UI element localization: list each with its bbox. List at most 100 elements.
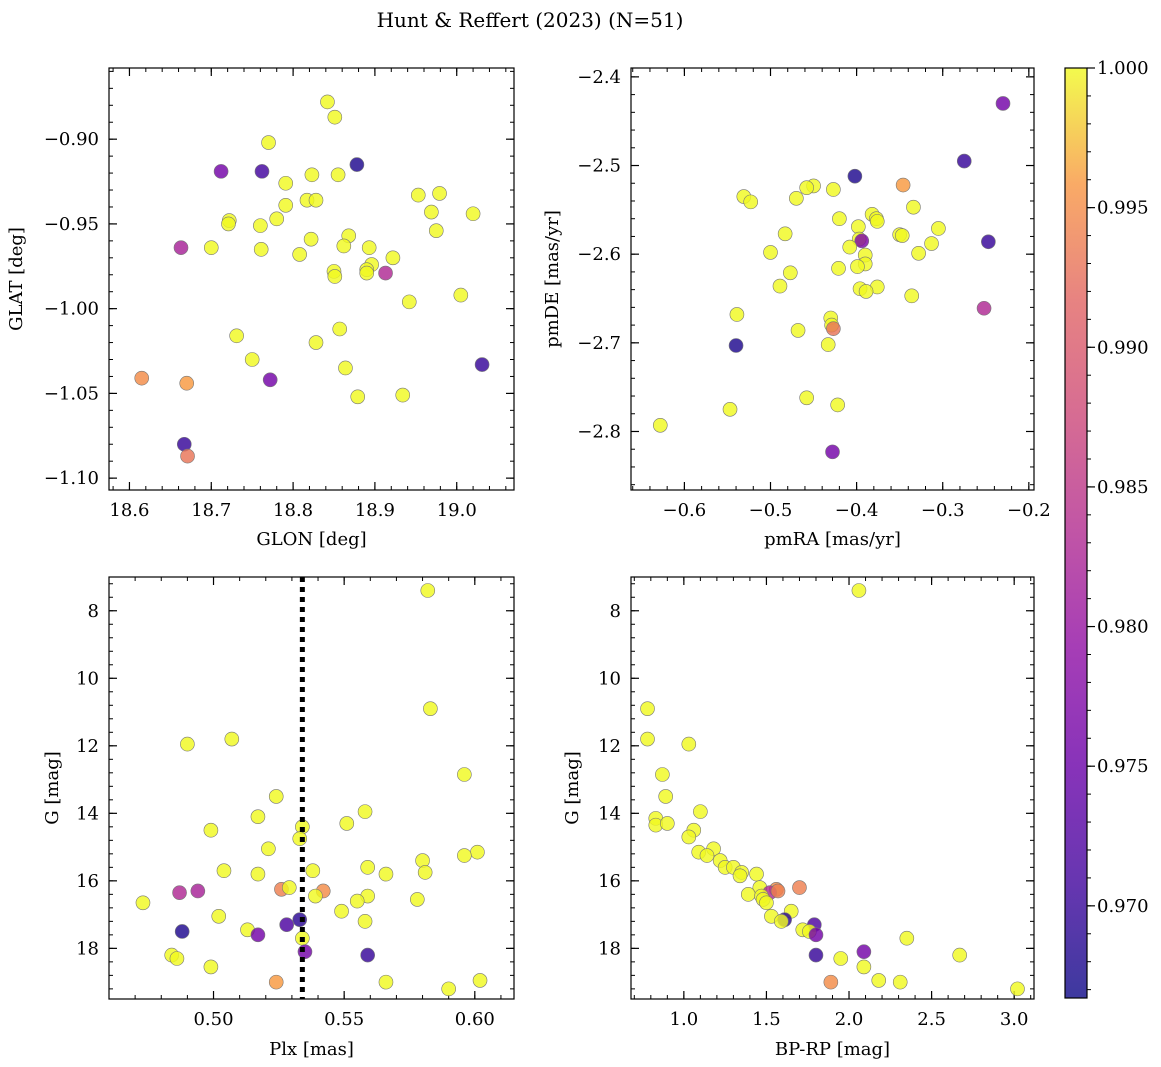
data-point — [825, 444, 840, 460]
data-point — [172, 885, 187, 900]
data-point — [350, 389, 366, 405]
data-point — [763, 245, 778, 260]
x-tick-label: 0.60 — [455, 1009, 495, 1030]
data-point — [269, 211, 285, 227]
colorbar-tick-label: 0.985 — [1097, 477, 1149, 498]
data-point — [308, 192, 324, 208]
data-point — [856, 944, 872, 960]
x-axis-label: GLON [deg] — [256, 529, 366, 550]
data-point — [854, 233, 870, 249]
data-point — [268, 789, 284, 804]
data-point — [832, 211, 847, 227]
data-point — [327, 109, 343, 125]
data-point — [420, 583, 436, 598]
data-point — [229, 328, 244, 344]
data-point — [952, 947, 967, 963]
data-point — [871, 973, 887, 988]
y-tick-label: −0.95 — [44, 214, 99, 235]
data-point — [360, 947, 375, 963]
data-point — [899, 930, 915, 946]
data-point — [995, 96, 1011, 111]
data-point — [808, 947, 824, 963]
data-point — [334, 903, 349, 919]
data-point — [417, 865, 433, 880]
data-point — [906, 199, 921, 215]
data-point — [349, 157, 365, 172]
data-point — [783, 265, 798, 281]
data-point — [203, 240, 219, 255]
axes-frame — [630, 67, 1035, 491]
data-point — [268, 974, 284, 990]
data-point — [359, 265, 375, 281]
data-point — [292, 912, 308, 927]
x-tick-label: 3.0 — [1000, 1009, 1029, 1030]
data-point — [799, 390, 814, 406]
y-tick-label: −1.05 — [44, 383, 99, 404]
data-point — [250, 809, 266, 824]
panel-glon-glat: 18.6 18.7 18.8 18.9 19.0 −0.90 −0.95 −1.00 −1.05… — [6, 67, 515, 550]
x-tick-label: −0.6 — [663, 500, 707, 521]
y-tick-label: 16 — [598, 871, 621, 892]
y-tick-label: −2.7 — [577, 333, 621, 354]
data-point — [401, 294, 417, 310]
data-point — [729, 307, 745, 322]
data-point — [773, 914, 789, 929]
data-point — [190, 883, 206, 899]
data-point — [281, 880, 297, 895]
colorbar-tick-label: 0.980 — [1097, 617, 1149, 638]
data-point — [956, 153, 972, 169]
data-point — [470, 844, 485, 860]
data-point — [894, 228, 910, 243]
data-point — [465, 206, 481, 222]
y-tick-label: −1.10 — [44, 468, 99, 489]
data-point — [441, 981, 456, 997]
data-point — [457, 848, 472, 863]
colorbar-gradient — [1064, 67, 1088, 999]
x-tick-label: 18.8 — [273, 500, 313, 521]
colorbar-tick-label: 0.990 — [1097, 337, 1149, 358]
data-point — [453, 287, 469, 303]
data-point — [799, 180, 814, 195]
x-tick-label: 0.55 — [324, 1009, 364, 1030]
data-point — [640, 701, 655, 716]
data-point — [772, 278, 788, 294]
data-point — [981, 234, 996, 250]
x-tick-label: 0.50 — [193, 1009, 233, 1030]
data-point — [279, 917, 294, 933]
y-tick-label: −2.4 — [577, 67, 621, 88]
data-point — [831, 261, 846, 276]
data-point — [261, 841, 276, 857]
data-point — [660, 816, 675, 831]
x-tick-label: 1.5 — [752, 1009, 781, 1030]
data-point — [457, 767, 472, 782]
colorbar-tick-label: 0.995 — [1097, 198, 1149, 219]
data-point — [410, 187, 426, 203]
data-point — [833, 951, 849, 966]
y-tick-label: 18 — [76, 938, 99, 959]
data-point — [681, 736, 697, 752]
y-tick-label: 14 — [598, 803, 621, 824]
data-point — [338, 360, 353, 376]
data-point — [699, 848, 715, 863]
data-point — [777, 226, 793, 242]
axes-frame — [108, 67, 515, 491]
y-tick-label: −2.6 — [577, 244, 621, 265]
scatter-points — [640, 583, 1025, 997]
data-point — [743, 194, 758, 210]
x-tick-label: 1.0 — [670, 1009, 699, 1030]
data-point — [820, 337, 836, 352]
colorbar-tick-label: 1.000 — [1097, 58, 1149, 79]
data-point — [740, 887, 756, 902]
colorbar-tick-label: 0.970 — [1097, 896, 1149, 917]
figure-title: Hunt & Reffert (2023) (N=51) — [377, 8, 684, 32]
data-point — [308, 888, 323, 904]
data-point — [428, 223, 444, 238]
data-point — [732, 868, 748, 884]
data-point — [179, 375, 195, 391]
y-tick-label: 8 — [610, 601, 621, 622]
y-axis-label: G [mag] — [562, 751, 583, 824]
data-point — [869, 214, 885, 229]
data-point — [244, 352, 260, 367]
data-point — [278, 175, 294, 191]
